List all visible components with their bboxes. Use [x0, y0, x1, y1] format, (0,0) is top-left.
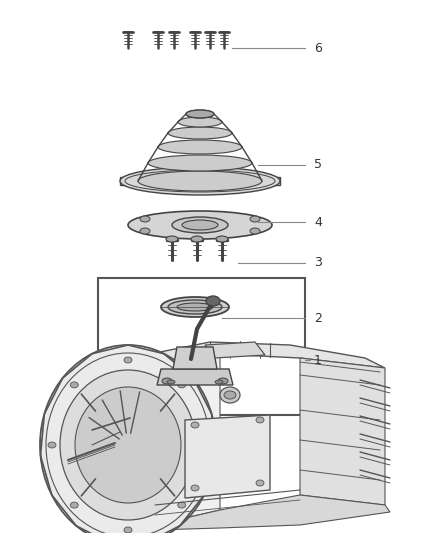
- Ellipse shape: [75, 387, 181, 503]
- Polygon shape: [173, 347, 217, 369]
- Ellipse shape: [162, 378, 172, 384]
- Ellipse shape: [70, 382, 78, 388]
- Ellipse shape: [178, 502, 186, 508]
- Ellipse shape: [224, 391, 236, 399]
- Ellipse shape: [140, 228, 150, 234]
- Polygon shape: [300, 358, 385, 505]
- Text: 3: 3: [314, 256, 322, 270]
- Bar: [98, 278, 305, 415]
- Ellipse shape: [182, 220, 218, 230]
- Ellipse shape: [161, 297, 229, 317]
- Ellipse shape: [158, 140, 242, 154]
- Ellipse shape: [216, 236, 228, 242]
- Ellipse shape: [172, 217, 228, 233]
- Ellipse shape: [168, 127, 232, 139]
- Ellipse shape: [70, 502, 78, 508]
- Ellipse shape: [167, 380, 175, 384]
- Ellipse shape: [218, 378, 228, 384]
- Ellipse shape: [250, 228, 260, 234]
- Polygon shape: [185, 415, 270, 498]
- Ellipse shape: [48, 442, 56, 448]
- Ellipse shape: [124, 527, 132, 533]
- Ellipse shape: [191, 485, 199, 491]
- Ellipse shape: [168, 300, 222, 314]
- Polygon shape: [145, 354, 220, 525]
- Ellipse shape: [256, 417, 264, 423]
- Ellipse shape: [178, 117, 222, 127]
- Ellipse shape: [206, 296, 220, 306]
- Ellipse shape: [120, 167, 280, 195]
- Polygon shape: [40, 345, 215, 533]
- Ellipse shape: [166, 236, 178, 242]
- Ellipse shape: [138, 171, 262, 191]
- Ellipse shape: [215, 380, 223, 384]
- Polygon shape: [205, 342, 265, 358]
- Text: 1: 1: [314, 353, 322, 367]
- Ellipse shape: [191, 236, 203, 242]
- Ellipse shape: [178, 382, 186, 388]
- Ellipse shape: [256, 480, 264, 486]
- Text: 5: 5: [314, 158, 322, 172]
- Ellipse shape: [186, 110, 214, 118]
- Polygon shape: [145, 342, 385, 368]
- Text: 4: 4: [314, 215, 322, 229]
- Text: 6: 6: [314, 42, 322, 54]
- Text: 2: 2: [314, 311, 322, 325]
- Polygon shape: [120, 177, 280, 185]
- Ellipse shape: [148, 155, 252, 171]
- Ellipse shape: [200, 442, 208, 448]
- Polygon shape: [155, 495, 390, 530]
- Ellipse shape: [60, 370, 196, 520]
- Ellipse shape: [128, 211, 272, 239]
- Ellipse shape: [186, 110, 214, 118]
- Polygon shape: [157, 369, 233, 385]
- Ellipse shape: [124, 357, 132, 363]
- Ellipse shape: [191, 422, 199, 428]
- Ellipse shape: [177, 303, 213, 311]
- Ellipse shape: [140, 216, 150, 222]
- Ellipse shape: [250, 216, 260, 222]
- Ellipse shape: [220, 387, 240, 403]
